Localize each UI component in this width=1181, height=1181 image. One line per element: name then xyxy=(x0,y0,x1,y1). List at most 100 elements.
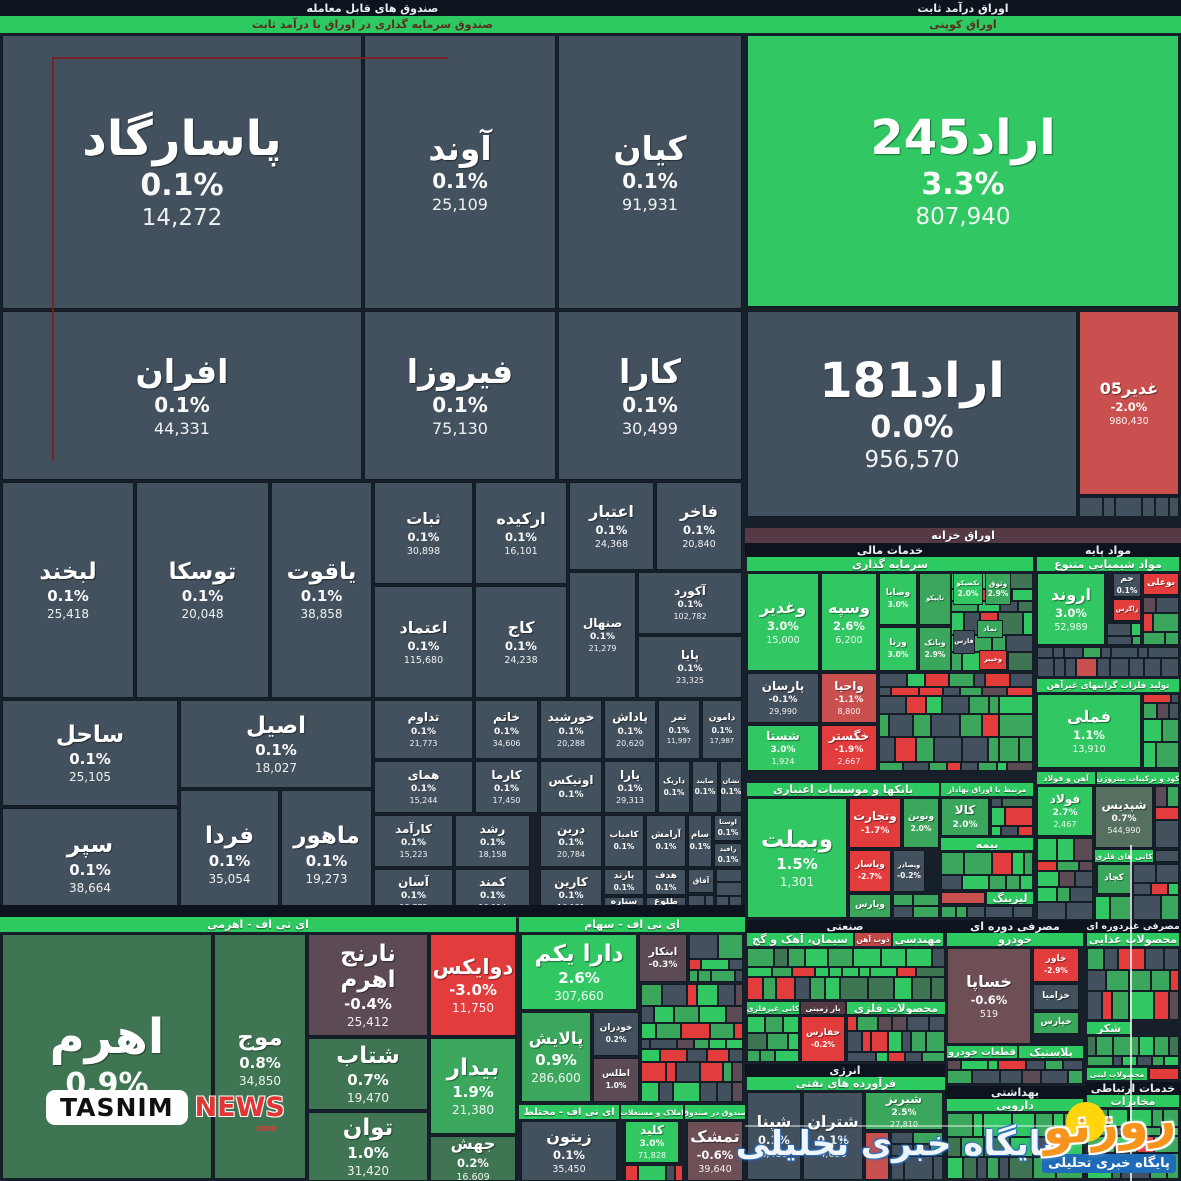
mini-tile[interactable] xyxy=(1143,742,1156,768)
mini-tile[interactable] xyxy=(989,695,1000,714)
mini-tile[interactable] xyxy=(894,977,912,1000)
mini-tile[interactable] xyxy=(1151,1055,1165,1066)
mini-tile[interactable] xyxy=(1035,1113,1053,1138)
mini-tile[interactable] xyxy=(1087,1036,1097,1056)
section-header[interactable]: سیمان، آهک و گچ xyxy=(747,933,853,946)
treemap-tile-شسپا[interactable]: شسپا xyxy=(865,1132,889,1180)
mini-tile[interactable] xyxy=(1163,1109,1179,1127)
treemap-tile-بیدار[interactable]: بیدار 1.9% 21,380 xyxy=(430,1038,516,1134)
mini-tile[interactable] xyxy=(717,1082,732,1102)
treemap-tile[interactable] xyxy=(941,892,985,904)
mini-tile[interactable] xyxy=(1044,1060,1064,1071)
mini-tile[interactable] xyxy=(732,1061,743,1083)
treemap-tile-کلید[interactable]: کلید 3.0% 71,828 xyxy=(625,1121,679,1163)
treemap-tile-نشان[interactable]: نشان 0.1% xyxy=(720,761,742,813)
mini-tile[interactable] xyxy=(1155,850,1179,862)
treemap-tile-کارآمد[interactable]: کارآمد 0.1% 15,223 xyxy=(374,815,453,867)
mini-tile[interactable] xyxy=(1019,737,1033,762)
mini-tile[interactable] xyxy=(891,1016,908,1031)
mini-tile[interactable] xyxy=(1037,870,1059,887)
treemap-tile-پاسارگاد[interactable]: پاسارگاد 0.1% 14,272 xyxy=(2,35,362,309)
treemap-tile[interactable] xyxy=(1149,1068,1179,1080)
mini-tile[interactable] xyxy=(983,1113,1012,1138)
mini-tile[interactable] xyxy=(977,761,997,771)
section-header[interactable]: مصرفی دوره ای xyxy=(945,920,1085,933)
mini-tile[interactable] xyxy=(985,906,1013,918)
mini-tile[interactable] xyxy=(1133,894,1161,920)
mini-tile[interactable] xyxy=(960,713,983,738)
treemap-tile-لبخند[interactable]: لبخند 0.1% 25,418 xyxy=(2,482,134,698)
mini-tile[interactable] xyxy=(879,761,904,771)
mini-tile[interactable] xyxy=(824,977,841,1000)
treemap-tile-داریک[interactable]: داریک 0.1% xyxy=(658,761,690,813)
mini-tile[interactable] xyxy=(1168,703,1179,719)
treemap-tile-شستا[interactable]: شستا 3.0% 1,924 xyxy=(747,725,819,771)
treemap-tile-خزامیا[interactable]: خزامیا xyxy=(1033,984,1079,1010)
section-header[interactable]: مصرفی غیردوره ای xyxy=(1085,920,1181,933)
mini-tile[interactable] xyxy=(1068,1070,1083,1084)
mini-tile[interactable] xyxy=(828,966,842,978)
mini-tile[interactable] xyxy=(1133,882,1151,895)
treemap-tile-کارما[interactable]: کارما 0.1% 17,450 xyxy=(475,761,538,813)
mini-tile[interactable] xyxy=(1087,991,1103,1020)
mini-tile[interactable] xyxy=(1105,970,1130,992)
mini-tile[interactable] xyxy=(641,1061,666,1083)
section-header[interactable]: محصولات لبنی xyxy=(1087,1068,1147,1080)
treemap-tile-موج[interactable]: موج 0.8% 34,850 xyxy=(214,934,306,1179)
mini-tile[interactable] xyxy=(1133,864,1157,883)
mini-tile[interactable] xyxy=(728,1048,743,1062)
treemap-tile-جم[interactable]: جم 0.1% xyxy=(1113,573,1141,597)
mini-tile[interactable] xyxy=(941,875,962,890)
treemap-tile-وپاسار[interactable]: وپاسار -2.7% xyxy=(849,850,891,892)
mini-tile[interactable] xyxy=(767,1032,788,1051)
treemap-tile-سام[interactable]: سام 0.1% xyxy=(688,815,712,867)
mini-tile[interactable] xyxy=(760,1050,775,1062)
mini-tile[interactable] xyxy=(891,1132,913,1145)
treemap-tile-افران[interactable]: افران 0.1% 44,331 xyxy=(2,311,362,480)
mini-tile[interactable] xyxy=(1136,1135,1154,1153)
mini-tile[interactable] xyxy=(1110,647,1138,659)
mini-tile[interactable] xyxy=(1152,1109,1164,1127)
section-header[interactable]: پلاستیک xyxy=(1019,1046,1083,1058)
mini-tile[interactable] xyxy=(868,977,895,1000)
treemap-tile-شتران[interactable]: شتران 0.1% 4,056 xyxy=(803,1092,863,1180)
mini-tile[interactable] xyxy=(676,1039,694,1049)
treemap-tile-کامیاب[interactable]: کامیاب 0.1% xyxy=(604,815,644,867)
section-header[interactable]: اوراق خزانه xyxy=(745,528,1181,543)
mini-tile[interactable] xyxy=(880,948,906,967)
mini-tile[interactable] xyxy=(999,695,1033,714)
section-header[interactable]: سرمایه گذاری xyxy=(747,557,1033,571)
mini-tile[interactable] xyxy=(901,1030,912,1052)
mini-tile[interactable] xyxy=(1112,991,1129,1020)
mini-tile[interactable] xyxy=(1005,875,1020,890)
mini-tile[interactable] xyxy=(1115,1126,1143,1136)
mini-tile[interactable] xyxy=(1162,718,1179,743)
section-header[interactable]: خودرو xyxy=(947,933,1083,946)
mini-tile[interactable] xyxy=(747,1016,766,1033)
mini-tile[interactable] xyxy=(998,713,1033,738)
mini-tile[interactable] xyxy=(1103,497,1115,517)
treemap-tile-سپر[interactable]: سپر 0.1% 38,664 xyxy=(2,808,178,919)
mini-tile[interactable] xyxy=(941,695,969,714)
section-header[interactable]: صندوق سرمایه گذاری در اوراق با درآمد ثاب… xyxy=(0,16,745,33)
mini-tile[interactable] xyxy=(674,1165,683,1181)
treemap-tile-ورنا[interactable]: ورنا 3.0% xyxy=(879,627,917,671)
mini-tile[interactable] xyxy=(710,970,735,982)
treemap-tile-خورشید[interactable]: خورشید 0.1% 20,288 xyxy=(540,700,602,759)
mini-tile[interactable] xyxy=(689,970,699,982)
section-header[interactable]: کانی غیرفلزی xyxy=(747,1002,799,1014)
mini-tile[interactable] xyxy=(1008,652,1033,671)
mini-tile[interactable] xyxy=(1102,991,1113,1020)
section-header[interactable]: لیزینگ xyxy=(987,892,1033,904)
mini-tile[interactable] xyxy=(698,970,711,982)
mini-tile[interactable] xyxy=(1170,970,1179,992)
mini-tile[interactable] xyxy=(926,695,942,714)
mini-tile[interactable] xyxy=(650,1039,677,1049)
mini-tile[interactable] xyxy=(1057,886,1071,903)
mini-tile[interactable] xyxy=(1156,703,1169,719)
mini-tile[interactable] xyxy=(1160,1126,1179,1136)
mini-tile[interactable] xyxy=(1063,1060,1083,1071)
mini-tile[interactable] xyxy=(947,1060,961,1071)
mini-tile[interactable] xyxy=(1143,718,1163,743)
mini-tile[interactable] xyxy=(1164,1055,1179,1066)
